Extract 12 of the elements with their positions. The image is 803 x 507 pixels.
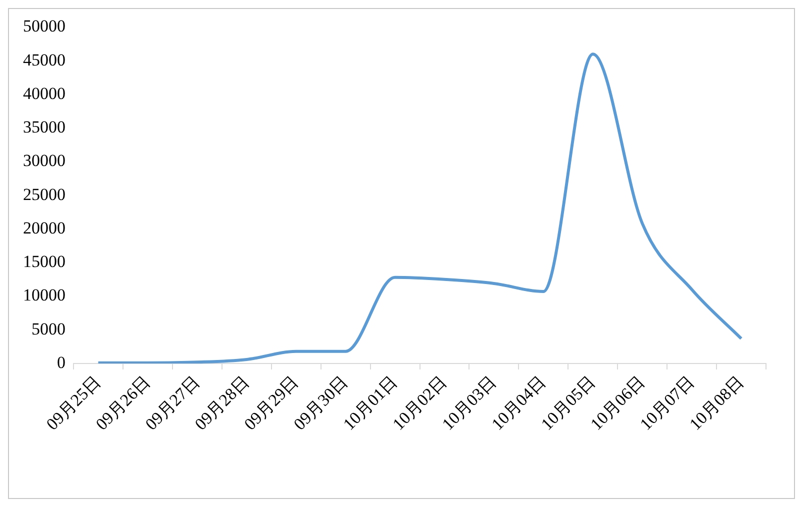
line-series bbox=[96, 52, 743, 364]
y-tick-label: 45000 bbox=[23, 50, 66, 70]
y-tick-label: 40000 bbox=[23, 84, 66, 103]
y-tick-label: 25000 bbox=[23, 184, 66, 204]
y-tick-label: 5000 bbox=[32, 319, 66, 338]
y-tick-label: 50000 bbox=[23, 16, 66, 36]
y-tick-label: 15000 bbox=[23, 252, 66, 272]
y-tick-label: 20000 bbox=[23, 218, 66, 238]
y-tick-label: 35000 bbox=[23, 118, 66, 137]
y-tick-label: 10000 bbox=[23, 286, 66, 305]
y-tick-label: 30000 bbox=[23, 151, 66, 170]
y-tick-label: 0 bbox=[57, 352, 66, 372]
